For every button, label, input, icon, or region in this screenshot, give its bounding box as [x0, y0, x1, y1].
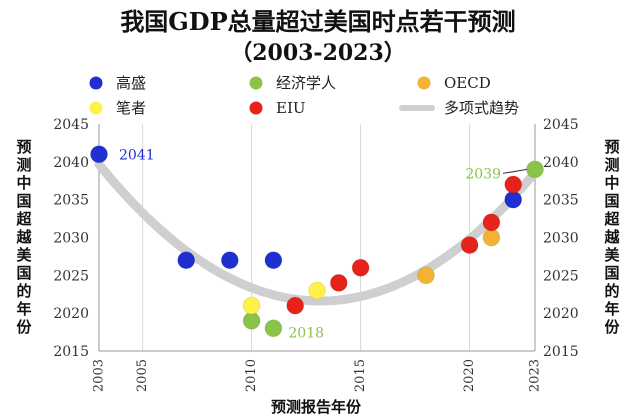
- axes: 2015 2015 2020 2020 2025 2025 2030 2030 2035 2035…: [53, 117, 578, 392]
- legend-marker-4: [249, 101, 263, 115]
- point-series-0-1: [177, 251, 196, 270]
- legend-label-3: 笔者: [116, 99, 146, 117]
- annotations: 2041 2018 2039: [119, 147, 528, 341]
- point-series-4-2: [351, 258, 370, 277]
- y-axis-label-left: 预测中国超越美国的年份: [15, 138, 32, 336]
- y-tick-left-1: 2020: [53, 306, 89, 322]
- x-tick-2: 2010: [244, 359, 259, 392]
- x-axis-label: 预测报告年份: [271, 398, 362, 416]
- legend-label-1: 经济学人: [276, 74, 336, 92]
- y-tick-left-4: 2035: [53, 193, 89, 209]
- y-axis-labels: 预测中国超越美国的年份 预测中国超越美国的年份: [15, 138, 620, 336]
- point-series-4-0: [286, 296, 305, 315]
- legend-label-4: EIU: [276, 99, 306, 117]
- y-tick-left-0: 2015: [53, 344, 89, 360]
- y-tick-right-4: 2035: [543, 193, 579, 209]
- legend-marker-0: [89, 76, 103, 90]
- y-tick-left-5: 2040: [53, 155, 89, 171]
- point-series-0-4: [504, 190, 523, 209]
- point-series-4-1: [329, 273, 348, 292]
- annotation-0: 2041: [119, 147, 155, 163]
- y-tick-right-3: 2030: [543, 231, 579, 247]
- point-series-3-1: [308, 281, 326, 300]
- point-series-0-3: [264, 251, 283, 270]
- y-tick-right-2: 2025: [543, 268, 579, 284]
- point-series-2-0: [417, 266, 435, 285]
- legend-label-2: OECD: [444, 74, 491, 92]
- point-series-4-5: [504, 175, 523, 194]
- annotation-2: 2039: [465, 166, 501, 182]
- x-tick-4: 2020: [462, 359, 477, 392]
- legend-marker-3: [89, 101, 103, 115]
- y-tick-right-1: 2020: [543, 306, 579, 322]
- point-series-3-0: [242, 296, 261, 315]
- legend-label-0: 高盛: [116, 74, 146, 92]
- point-series-4-3: [460, 236, 479, 255]
- x-tick-5: 2023: [528, 359, 543, 392]
- chart-title: 我国GDP总量超过美国时点若干预测: [120, 7, 515, 36]
- y-axis-label-right: 预测中国超越美国的年份: [603, 138, 620, 336]
- point-series-1-1: [264, 319, 283, 338]
- x-tick-1: 2005: [135, 359, 150, 392]
- y-tick-left-6: 2045: [53, 117, 89, 133]
- legend-marker-2: [417, 76, 431, 90]
- y-tick-left-2: 2025: [53, 268, 89, 284]
- point-series-4-4: [482, 213, 501, 232]
- legend: 高盛 经济学人 OECD 笔者 EIU 多项式趋势: [89, 74, 519, 117]
- x-tick-3: 2015: [353, 359, 368, 392]
- data-points: [90, 145, 544, 338]
- annotation-1: 2018: [288, 325, 324, 341]
- point-series-2-1: [482, 228, 501, 247]
- x-tick-0: 2003: [92, 359, 107, 392]
- y-tick-right-5: 2040: [543, 155, 579, 171]
- chart-subtitle: （2003-2023）: [230, 40, 406, 66]
- y-tick-right-0: 2015: [543, 344, 579, 360]
- annotation-leader: [502, 168, 528, 174]
- point-series-1-2: [526, 160, 544, 179]
- y-tick-right-6: 2045: [543, 117, 579, 133]
- point-series-1-0: [242, 311, 261, 330]
- legend-label-trend: 多项式趋势: [444, 99, 519, 117]
- y-tick-left-3: 2030: [53, 231, 89, 247]
- point-series-0-2: [220, 251, 239, 270]
- point-series-0-0: [90, 145, 108, 164]
- legend-marker-1: [249, 76, 263, 90]
